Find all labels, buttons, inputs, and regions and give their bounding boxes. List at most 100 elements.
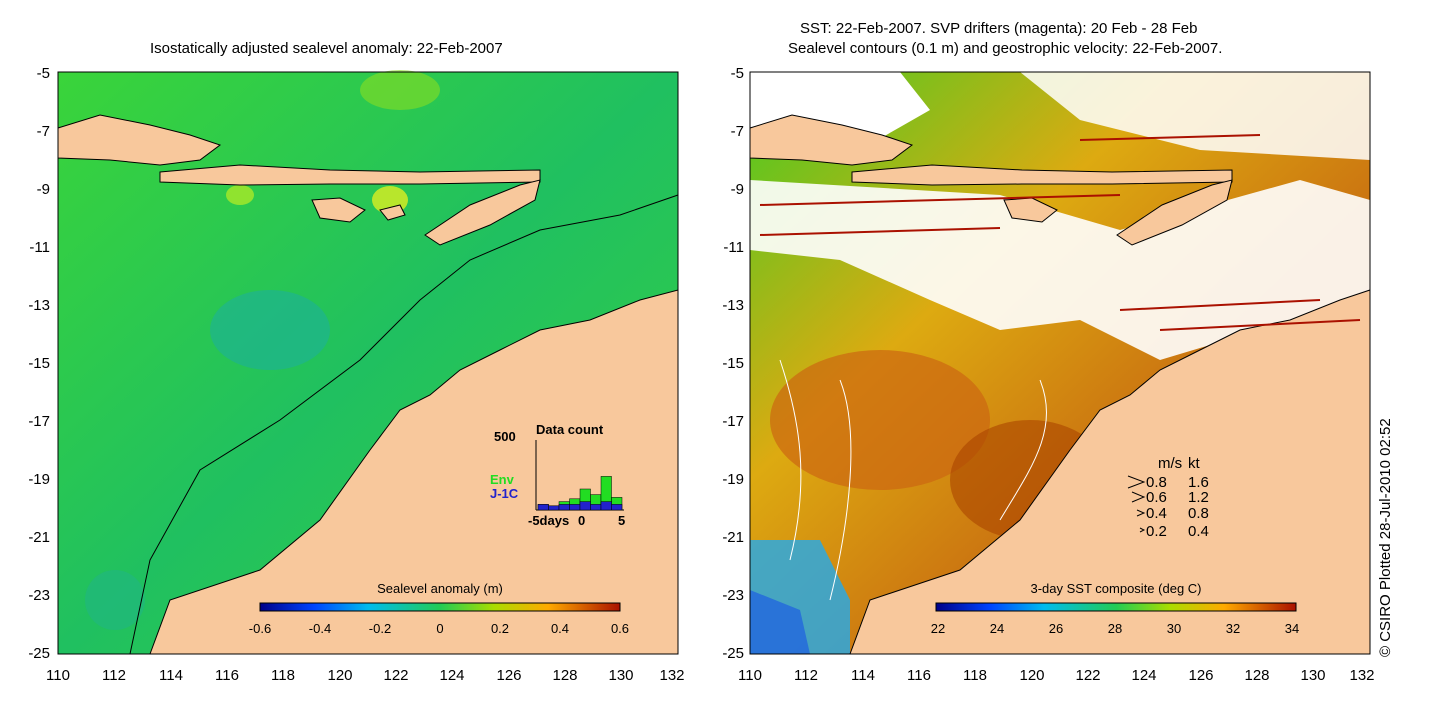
inset-bar-j1c — [600, 501, 612, 511]
x-tick-label: 130 — [1300, 667, 1325, 684]
colorbar-tick: -0.4 — [309, 621, 331, 636]
cloud-region — [750, 180, 1370, 360]
inset-bars — [537, 476, 623, 511]
x-tick-label: 122 — [1075, 667, 1100, 684]
left-sumba-land — [311, 197, 366, 223]
y-tick-label: -7 — [731, 123, 744, 140]
legend-ms: 0.4 — [1146, 505, 1167, 522]
inset-bar-j1c — [590, 504, 602, 511]
x-tick-label: 122 — [383, 667, 408, 684]
cloud-region — [1020, 72, 1370, 160]
x-tick-label: 120 — [1019, 667, 1044, 684]
x-tick-label: 116 — [215, 667, 239, 684]
colorbar-tick: 0.6 — [611, 621, 629, 636]
inset-title: Data count — [536, 422, 604, 437]
x-tick-label: 114 — [159, 667, 183, 684]
colorbar-tick: 0.2 — [491, 621, 509, 636]
x-tick-label: 130 — [608, 667, 633, 684]
y-tick-label: -11 — [29, 239, 50, 256]
right-australia-land — [849, 289, 1371, 655]
x-tick-label: 114 — [851, 667, 875, 684]
inset-bar-j1c — [611, 504, 623, 511]
inset-x-mid: 0 — [578, 513, 585, 528]
left-y-axis: -5 -7 -9 -11 -13 -15 -17 -19 -21 -23 -25 — [28, 65, 50, 662]
inset-bar-j1c — [579, 501, 591, 511]
x-tick-label: 128 — [1244, 667, 1269, 684]
x-tick-label: 116 — [907, 667, 931, 684]
drifter-tracks — [759, 134, 1361, 331]
right-java-land — [749, 114, 914, 166]
left-timor-land — [424, 179, 541, 246]
legend-header-ms: m/s — [1158, 455, 1182, 472]
right-panel-title-2: Sealevel contours (0.1 m) and geostrophi… — [788, 40, 1223, 57]
y-tick-label: -13 — [722, 297, 744, 314]
speed-legend: m/s kt 0.8 1.6 0.6 1.2 0.4 0.8 0.2 0.4 — [1127, 455, 1209, 540]
left-australia-land — [149, 289, 679, 655]
right-colorbar-label: 3-day SST composite (deg C) — [1031, 581, 1202, 596]
right-x-axis: 110 112 114 116 118 120 122 124 126 128 … — [738, 667, 1374, 684]
right-colorbar-ticks: 22 24 26 28 30 32 34 — [931, 621, 1299, 636]
arrow-icon — [1136, 509, 1146, 517]
y-tick-label: -15 — [722, 355, 744, 372]
colorbar-tick: 28 — [1108, 621, 1122, 636]
credit-text: © CSIRO Plotted 28-Jul-2010 02:52 — [1377, 418, 1394, 657]
y-tick-label: -11 — [723, 239, 744, 256]
colorbar-tick: 32 — [1226, 621, 1240, 636]
y-tick-label: -23 — [28, 587, 50, 604]
y-tick-label: -23 — [722, 587, 744, 604]
x-tick-label: 118 — [271, 667, 295, 684]
y-tick-label: -5 — [731, 65, 744, 82]
y-tick-label: -19 — [722, 471, 744, 488]
right-timor-land — [1116, 179, 1233, 246]
x-tick-label: 132 — [1349, 667, 1374, 684]
x-tick-label: 110 — [46, 667, 70, 684]
inset-ymax: 500 — [494, 429, 516, 444]
y-tick-label: -13 — [28, 297, 50, 314]
inset-bar-j1c — [537, 504, 549, 511]
left-map: -5 -7 -9 -11 -13 -15 -17 -19 -21 -23 -25… — [28, 65, 684, 684]
y-tick-label: -9 — [37, 181, 50, 198]
colorbar-tick: -0.2 — [369, 621, 391, 636]
left-panel-title: Isostatically adjusted sealevel anomaly:… — [150, 40, 503, 57]
left-savu-land — [379, 204, 406, 221]
y-tick-label: -25 — [28, 645, 50, 662]
legend-ms: 0.6 — [1146, 489, 1167, 506]
colorbar-tick: 30 — [1167, 621, 1181, 636]
legend-header-kt: kt — [1188, 455, 1201, 472]
y-tick-label: -25 — [722, 645, 744, 662]
left-colorbar-label: Sealevel anomaly (m) — [377, 581, 503, 596]
inset-x-right: 5 — [618, 513, 625, 528]
right-map: -5 -7 -9 -11 -13 -15 -17 -19 -21 -23 -25… — [722, 65, 1374, 684]
colorbar-tick: 26 — [1049, 621, 1063, 636]
legend-ms: 0.8 — [1146, 474, 1167, 491]
left-colorbar-ticks: -0.6 -0.4 -0.2 0 0.2 0.4 0.6 — [249, 621, 629, 636]
y-tick-label: -17 — [722, 413, 744, 430]
y-tick-label: -15 — [28, 355, 50, 372]
y-tick-label: -9 — [731, 181, 744, 198]
x-tick-label: 126 — [1188, 667, 1213, 684]
y-tick-label: -5 — [37, 65, 50, 82]
x-tick-label: 124 — [439, 667, 464, 684]
x-tick-label: 110 — [738, 667, 762, 684]
right-panel-title-1: SST: 22-Feb-2007. SVP drifters (magenta)… — [800, 20, 1198, 37]
inset-env-label: Env — [490, 472, 515, 487]
y-tick-label: -17 — [28, 413, 50, 430]
x-tick-label: 128 — [552, 667, 577, 684]
y-tick-label: -21 — [722, 529, 744, 546]
y-tick-label: -7 — [37, 123, 50, 140]
inset-x-left: -5days — [528, 513, 569, 528]
colorbar-tick: -0.6 — [249, 621, 271, 636]
legend-ms: 0.2 — [1146, 523, 1167, 540]
legend-kt: 0.4 — [1188, 523, 1209, 540]
right-colorbar — [935, 602, 1297, 612]
x-tick-label: 124 — [1131, 667, 1156, 684]
legend-kt: 1.2 — [1188, 489, 1209, 506]
x-tick-label: 132 — [659, 667, 684, 684]
left-x-axis: 110 112 114 116 118 120 122 124 126 128 … — [46, 667, 684, 684]
left-java-land — [57, 114, 222, 166]
data-count-inset: Data count 500 Env J-1C -5days 0 5 — [490, 422, 625, 528]
colorbar-tick: 24 — [990, 621, 1004, 636]
arrow-icon — [1127, 475, 1146, 489]
inset-bar-j1c — [558, 504, 570, 511]
x-tick-label: 112 — [794, 667, 818, 684]
